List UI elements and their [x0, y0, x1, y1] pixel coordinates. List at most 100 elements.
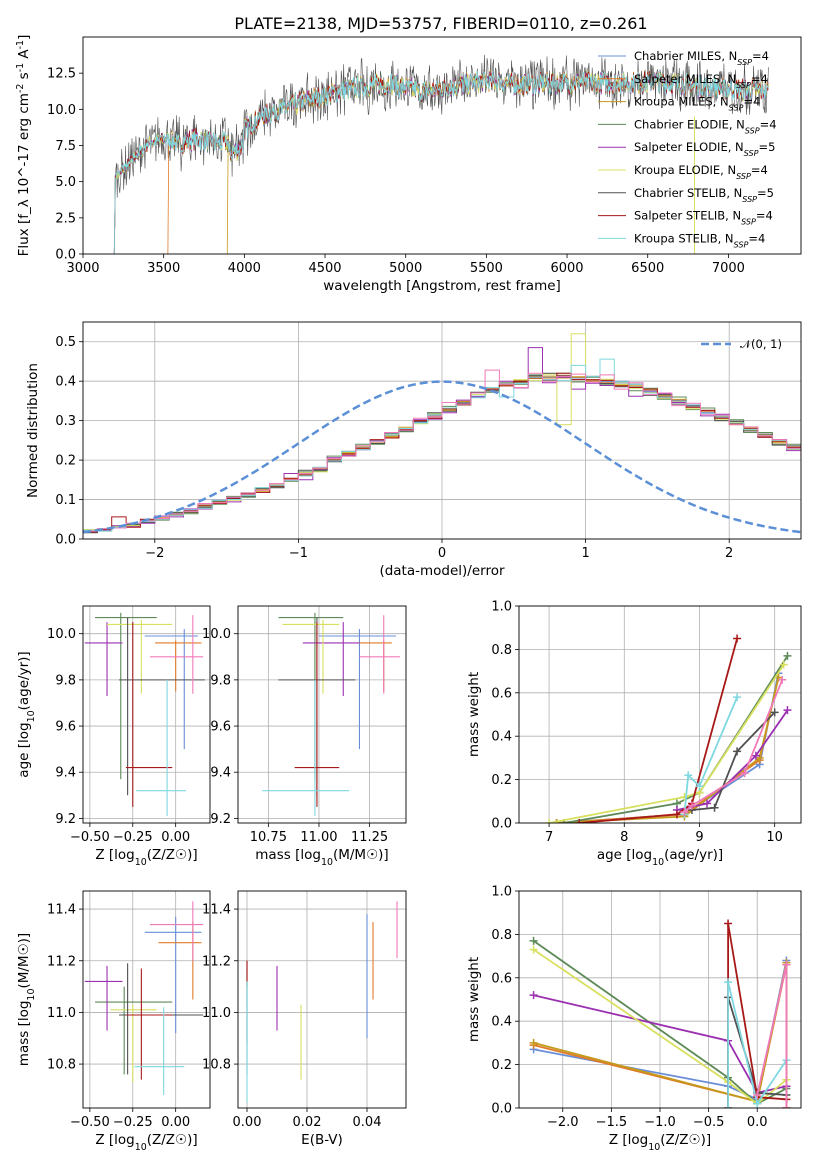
x-tick-label: −0.50	[70, 1115, 110, 1130]
x-tick-label: −1.0	[644, 1115, 676, 1130]
data-point	[724, 919, 733, 928]
normal-curve	[83, 380, 801, 534]
y-axis-label: mass [log10(M/M☉)]	[16, 933, 37, 1066]
y-tick-label: 11.4	[202, 903, 231, 918]
y-tick-label: 11.0	[47, 1006, 76, 1021]
axes-frame	[237, 890, 407, 1109]
label-part: -1	[15, 40, 26, 49]
mass-weight-line	[556, 677, 780, 823]
mass-weight-line	[533, 948, 787, 1105]
y-tick-label: 0.2	[55, 454, 76, 469]
y-tick-label: 2.5	[55, 211, 76, 226]
x-tick-label: 6000	[550, 261, 583, 276]
y-tick-label: 0.4	[55, 375, 76, 390]
histogram-series	[83, 372, 801, 539]
axes-frame	[518, 890, 802, 1109]
y-tick-label: 0.0	[55, 248, 76, 263]
data-point	[770, 708, 779, 717]
label-part: s	[16, 72, 32, 83]
x-tick-label: 7	[545, 830, 553, 845]
x-axis-label: (data-model)/error	[379, 563, 505, 579]
mass-weight-line	[727, 981, 788, 1108]
label-part: (M/M☉)]	[16, 933, 32, 989]
legend-label: Chabrier MILES, NSSP=4	[634, 49, 769, 67]
histogram-series	[83, 375, 801, 539]
histogram-series	[83, 333, 801, 539]
label-part: mass [	[255, 847, 300, 863]
label-part: Kroupa ELODIE, N	[634, 163, 736, 177]
x-tick-label: −2.0	[547, 1115, 579, 1130]
y-axis-label: age [log10(age/yr)]	[16, 651, 37, 777]
x-tick-label: −0.50	[70, 830, 110, 845]
data-point	[545, 819, 554, 823]
mass-weight-line	[683, 696, 738, 815]
legend-label: Chabrier ELODIE, NSSP=4	[634, 117, 777, 135]
label-part: -2	[15, 84, 26, 93]
label-part: SSP	[729, 103, 744, 112]
data-point	[783, 706, 792, 715]
label-part: SSP	[741, 217, 756, 226]
x-tick-label: 0.02	[293, 1115, 322, 1130]
label-part: SSP	[737, 58, 752, 67]
data-point	[779, 660, 788, 669]
label-part: Chabrier STELIB, N	[634, 186, 742, 200]
axes-frame	[518, 605, 802, 824]
y-tick-label: 0.6	[491, 971, 512, 986]
axes-frame	[82, 890, 211, 1109]
label-part: A	[16, 49, 32, 63]
y-axis-label: mass weight	[466, 672, 482, 757]
label-part: -1	[15, 63, 26, 72]
label-part: =4	[748, 231, 765, 245]
y-tick-label: 0.2	[491, 773, 512, 788]
ticks: −0.50 −0.25 0.00 9.2 9.4 9.6 9.8 10.0	[47, 627, 190, 845]
x-axis-label: age [log10(age/yr)]	[597, 847, 723, 868]
label-part: 10	[648, 1142, 660, 1153]
y-tick-label: 0.5	[55, 335, 76, 350]
data-point	[724, 1104, 733, 1108]
x-tick-label: 6500	[631, 261, 664, 276]
axes-frame	[82, 321, 802, 540]
y-tick-label: 7.5	[55, 139, 76, 154]
x-axis-label: E(B-V)	[301, 1132, 343, 1148]
panel-mass-weight-vs-Z: −2.0 −1.5 −1.0 −0.5 0.0 0.0 0.2 0.4 0.6 0.8 1.0 Z […	[466, 885, 802, 1153]
legend: Chabrier MILES, NSSP=4 Salpeter MILES, NS…	[598, 49, 777, 249]
label-part: =4	[743, 95, 760, 109]
label-part: E(B-V)	[301, 1132, 343, 1148]
histogram-series	[83, 374, 801, 539]
label-part: wavelength [Angstrom, rest frame]	[323, 278, 561, 294]
ticks: 0.00 0.02 0.04 10.8 11.0 11.2 11.4	[202, 903, 381, 1130]
data-point	[552, 819, 561, 823]
label-part: =4	[756, 209, 773, 223]
y-tick-label: 11.0	[202, 1006, 231, 1021]
panel-spectrum: 3000 3500 4000 4500 5000 5500 6000 6500 7000 0.0 2…	[15, 35, 802, 294]
x-tick-label: 1	[581, 546, 589, 561]
label-part: SSP	[742, 194, 757, 203]
label-part: (Z/Z☉)]	[147, 847, 198, 863]
data-point	[529, 945, 538, 954]
label-part: Kroupa STELIB, N	[634, 231, 734, 245]
y-tick-label: 12.5	[47, 67, 76, 82]
ticks: 3000 3500 4000 4500 5000 5500 6000 6500 7000 0.0 2…	[47, 67, 745, 276]
legend-label: Kroupa ELODIE, NSSP=4	[634, 163, 768, 181]
label-part: Flux [f_λ	[16, 195, 32, 256]
y-tick-label: 11.2	[47, 954, 76, 969]
data-point	[724, 978, 733, 987]
plot-area	[545, 634, 792, 823]
grid	[238, 891, 406, 1108]
y-tick-label: 0.4	[491, 730, 512, 745]
data-point	[575, 819, 584, 823]
label-part: ]	[16, 35, 32, 40]
x-tick-label: 4000	[228, 261, 261, 276]
y-tick-label: 0.1	[55, 493, 76, 508]
data-point	[672, 810, 681, 819]
y-tick-label: 0.0	[491, 817, 512, 832]
y-tick-label: 0.0	[55, 533, 76, 548]
histogram-series	[83, 376, 801, 539]
y-tick-label: 0.3	[55, 414, 76, 429]
legend-label: Salpeter MILES, NSSP=4	[634, 72, 768, 90]
label-part: log	[300, 847, 321, 863]
label-part: 10	[26, 710, 37, 722]
data-point	[680, 792, 689, 801]
x-tick-label: 3000	[66, 261, 99, 276]
